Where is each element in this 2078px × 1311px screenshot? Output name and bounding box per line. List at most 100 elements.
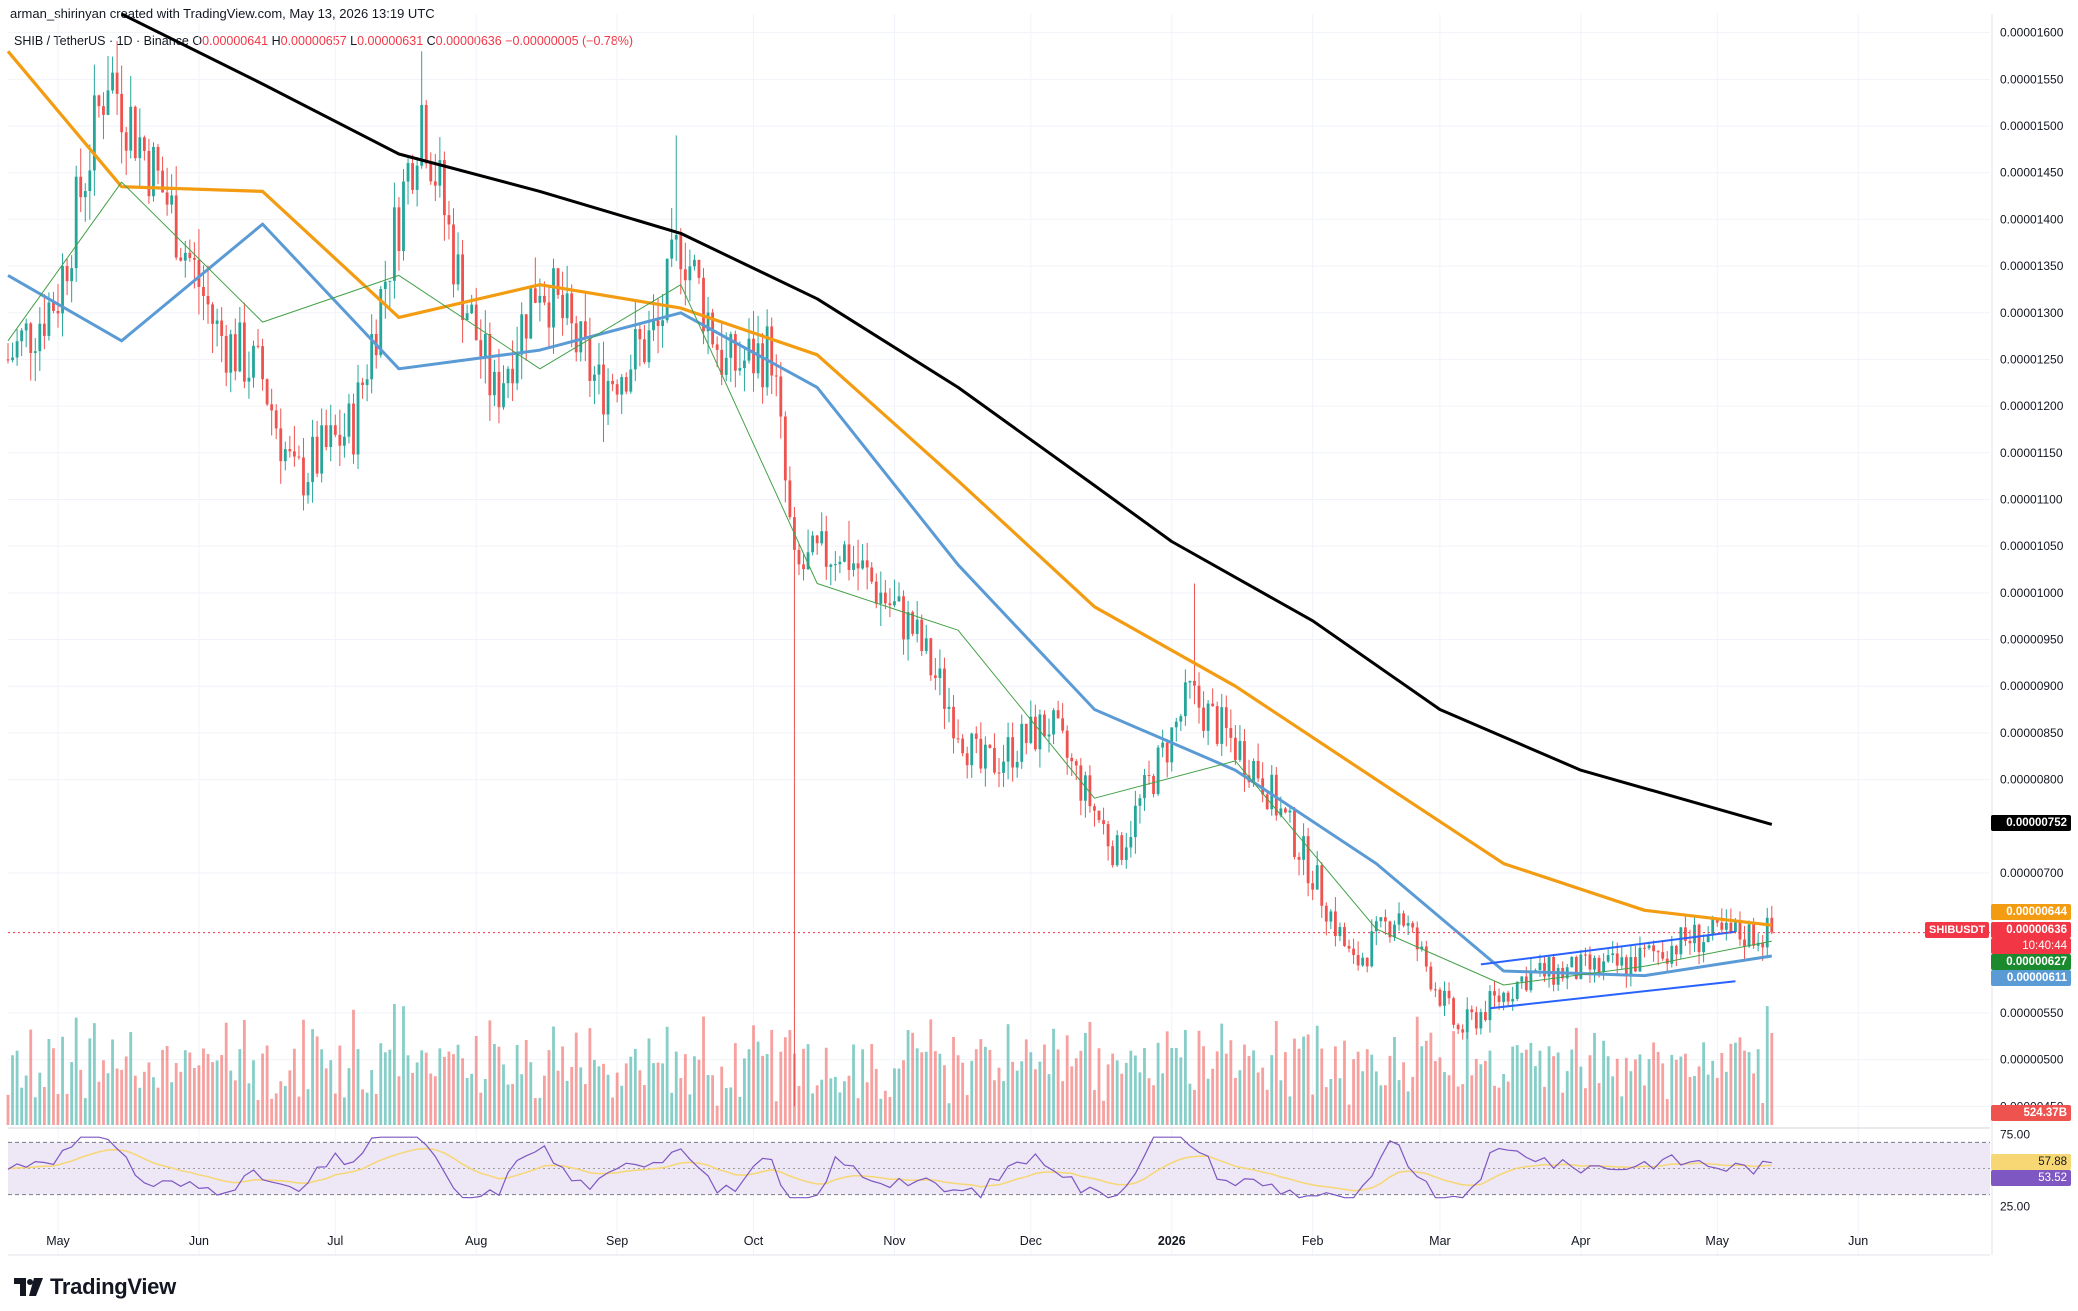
candle-body: [920, 619, 924, 652]
volume-bar: [1143, 1047, 1146, 1125]
candle-body: [1429, 966, 1433, 990]
candle-body: [847, 544, 851, 570]
volume-bar: [270, 1098, 274, 1125]
volume-bar: [1634, 1059, 1637, 1125]
volume-bar: [52, 1048, 55, 1125]
candle-body: [56, 310, 60, 314]
time-tick-label: Nov: [883, 1234, 906, 1248]
volume-bar: [1070, 1066, 1074, 1125]
candle-body: [1402, 913, 1405, 926]
volume-bar: [124, 1056, 128, 1125]
rsi-ma-line: [7, 1147, 1772, 1192]
volume-bar: [365, 1092, 369, 1125]
volume-bar: [1424, 1040, 1428, 1125]
volume-bar: [1147, 1078, 1151, 1125]
volume-bar: [788, 1030, 792, 1125]
price-tick-label: 0.00001450: [2000, 166, 2064, 180]
candle-body: [843, 544, 846, 562]
volume-bar: [1734, 1042, 1737, 1125]
candle-body: [656, 320, 660, 327]
time-axis[interactable]: May Jun Jul Aug Sep Oct Nov Dec 2026 Feb Mar Apr May…: [8, 1234, 1990, 1256]
volume-bar: [220, 1055, 224, 1125]
volume-bar: [120, 1069, 124, 1125]
volume-bar: [111, 1039, 114, 1125]
candle-body: [770, 326, 774, 376]
volume-bar: [1224, 1053, 1228, 1125]
time-tick-label: Oct: [744, 1234, 764, 1248]
price-tick-label: 0.00001500: [2000, 119, 2064, 133]
candle-body: [320, 425, 324, 474]
tradingview-logo[interactable]: TradingView: [14, 1274, 176, 1300]
candle-body: [1152, 775, 1155, 795]
volume-bar: [520, 1074, 524, 1125]
candle-body: [547, 302, 551, 328]
candle-body: [938, 668, 942, 678]
candle-body: [92, 95, 96, 171]
price-axis[interactable]: 0.00001600 0.00001550 0.00001500 0.00001450…: [1991, 14, 2064, 1255]
candle-body: [902, 596, 905, 640]
volume-bar: [247, 1083, 251, 1125]
volume-bar: [1743, 1050, 1746, 1125]
volume-bar: [588, 1028, 592, 1125]
volume-bar: [1029, 1052, 1033, 1125]
volume-bar: [920, 1052, 924, 1125]
volume-bar: [215, 1060, 219, 1125]
candle-body: [1029, 716, 1033, 743]
trend-channel[interactable]: [1480, 930, 1736, 1010]
candle-body: [1138, 798, 1142, 806]
volume-bar: [1702, 1042, 1706, 1125]
candle-body: [1352, 948, 1355, 956]
candle-body: [988, 744, 992, 749]
candle-body: [1433, 989, 1437, 991]
candle-body: [365, 379, 369, 386]
candle-body: [1638, 947, 1642, 972]
volume-bar: [656, 1062, 660, 1125]
candle-body: [1383, 917, 1387, 922]
volume-bar: [1729, 1043, 1733, 1125]
candle-body: [952, 706, 955, 739]
volume-bar: [1106, 1064, 1110, 1125]
candle-body: [1056, 710, 1060, 719]
candle-body: [415, 165, 419, 190]
candle-body: [1038, 714, 1042, 750]
price-tick-label: 0.00000850: [2000, 726, 2064, 740]
volume-bar: [1452, 1031, 1455, 1125]
volume-bar: [1520, 1052, 1524, 1125]
volume-bar: [779, 1051, 783, 1125]
volume-bar: [1502, 1073, 1506, 1125]
candle-body: [947, 706, 951, 709]
candle-body: [1647, 945, 1651, 949]
volume-bar: [206, 1054, 210, 1125]
close-label: C: [426, 34, 436, 48]
candle-body: [533, 288, 537, 303]
volume-bar: [256, 1099, 260, 1125]
candle-body: [42, 323, 46, 336]
volume-bar: [1420, 1046, 1424, 1125]
candle-body: [252, 345, 255, 378]
candle-body: [338, 434, 342, 446]
volume-bar: [1265, 1089, 1269, 1125]
candle-body: [1297, 856, 1301, 860]
candle-body: [1306, 836, 1310, 884]
candle-body: [652, 320, 655, 331]
volume-bar: [370, 1070, 374, 1125]
rsi-pane[interactable]: 75.00 25.00: [7, 1127, 2030, 1214]
volume-bar: [865, 1082, 869, 1125]
volume-bar: [1470, 1075, 1474, 1125]
candle-body: [724, 357, 728, 375]
candle-body: [1238, 741, 1242, 760]
time-tick-label: Apr: [1571, 1234, 1590, 1248]
volume-bar: [488, 1020, 492, 1125]
candle-body: [1083, 775, 1087, 801]
volume-bar: [1252, 1050, 1255, 1125]
volume-bar: [1547, 1046, 1551, 1125]
candle-body: [65, 265, 69, 282]
volume-bar: [415, 1062, 419, 1125]
volume-bar: [1043, 1044, 1046, 1125]
close-value: 0.00000636: [435, 34, 502, 48]
candle-body: [424, 104, 428, 164]
volume-bar: [956, 1055, 960, 1125]
candle-body: [1593, 957, 1596, 970]
candle-body: [1443, 990, 1446, 1006]
